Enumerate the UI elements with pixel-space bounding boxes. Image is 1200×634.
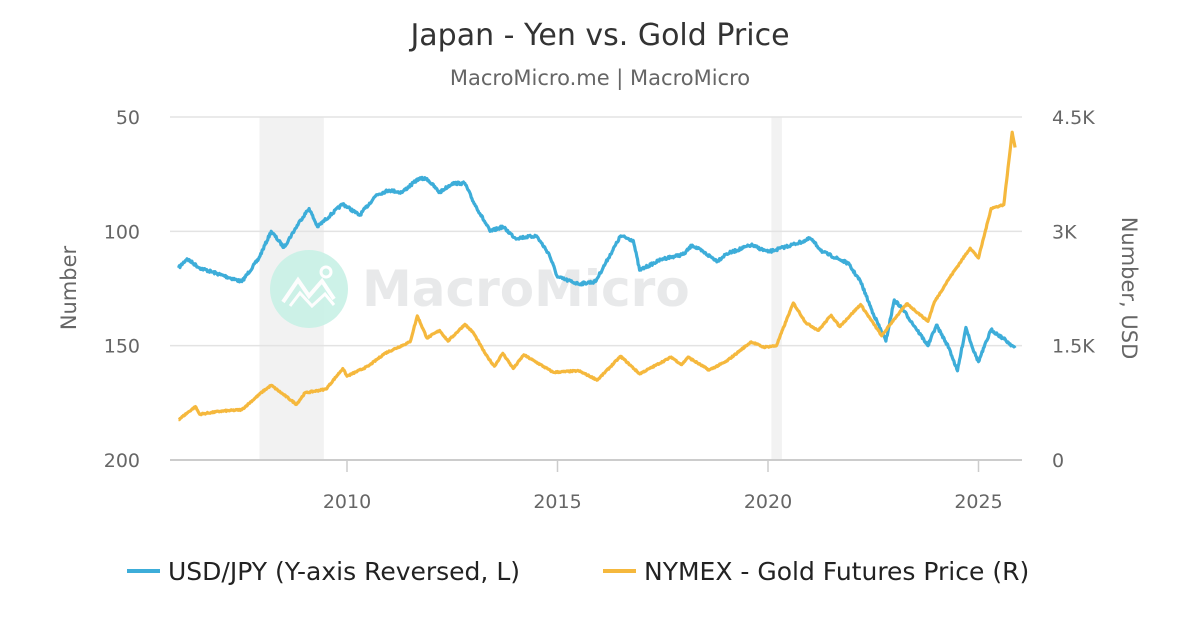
legend-label: USD/JPY (Y-axis Reversed, L) [168,557,520,586]
y-axis-right-label: Number, USD [1117,217,1141,360]
y-right-tick-label: 0 [1052,450,1064,472]
x-tick-label: 2025 [954,491,1002,513]
chart-title: Japan - Yen vs. Gold Price [408,18,789,53]
y-right-tick-label: 1.5K [1052,336,1095,358]
shaded-period [771,117,782,460]
watermark-logo-chart-icon [281,276,336,304]
watermark-logo-dot [319,265,333,279]
legend-item-usdjpy[interactable]: USD/JPY (Y-axis Reversed, L) [127,557,520,586]
watermark-logo: MacroMicro [270,250,690,328]
gold-futures-line [177,130,1017,422]
y-left-tick-label: 150 [104,336,140,358]
grid [170,116,1022,347]
watermark-logo-text: MacroMicro [362,260,690,318]
legend: USD/JPY (Y-axis Reversed, L) NYMEX - Gol… [127,557,1029,586]
usdjpy-line [177,175,1017,373]
axes: 50 100 150 200 0 1.5K 3K 4.5K 2010 2015 2020 2025 [104,107,1095,513]
y-axis-left-label: Number [57,245,81,330]
y-right-tick-label: 4.5K [1052,107,1095,129]
watermark-logo-circle [270,250,348,328]
x-tick-label: 2010 [323,491,371,513]
x-tick-label: 2015 [533,491,581,513]
y-left-tick-label: 200 [104,450,140,472]
x-tick-label: 2020 [744,491,792,513]
watermark-logo-chart-icon [288,290,336,309]
legend-item-gold[interactable]: NYMEX - Gold Futures Price (R) [603,557,1029,586]
y-left-tick-label: 100 [104,221,140,243]
chart-subtitle: MacroMicro.me | MacroMicro [450,66,750,91]
y-right-tick-label: 3K [1052,221,1077,243]
series-lines [177,130,1017,422]
y-left-tick-label: 50 [116,107,140,129]
legend-label: NYMEX - Gold Futures Price (R) [644,557,1029,586]
